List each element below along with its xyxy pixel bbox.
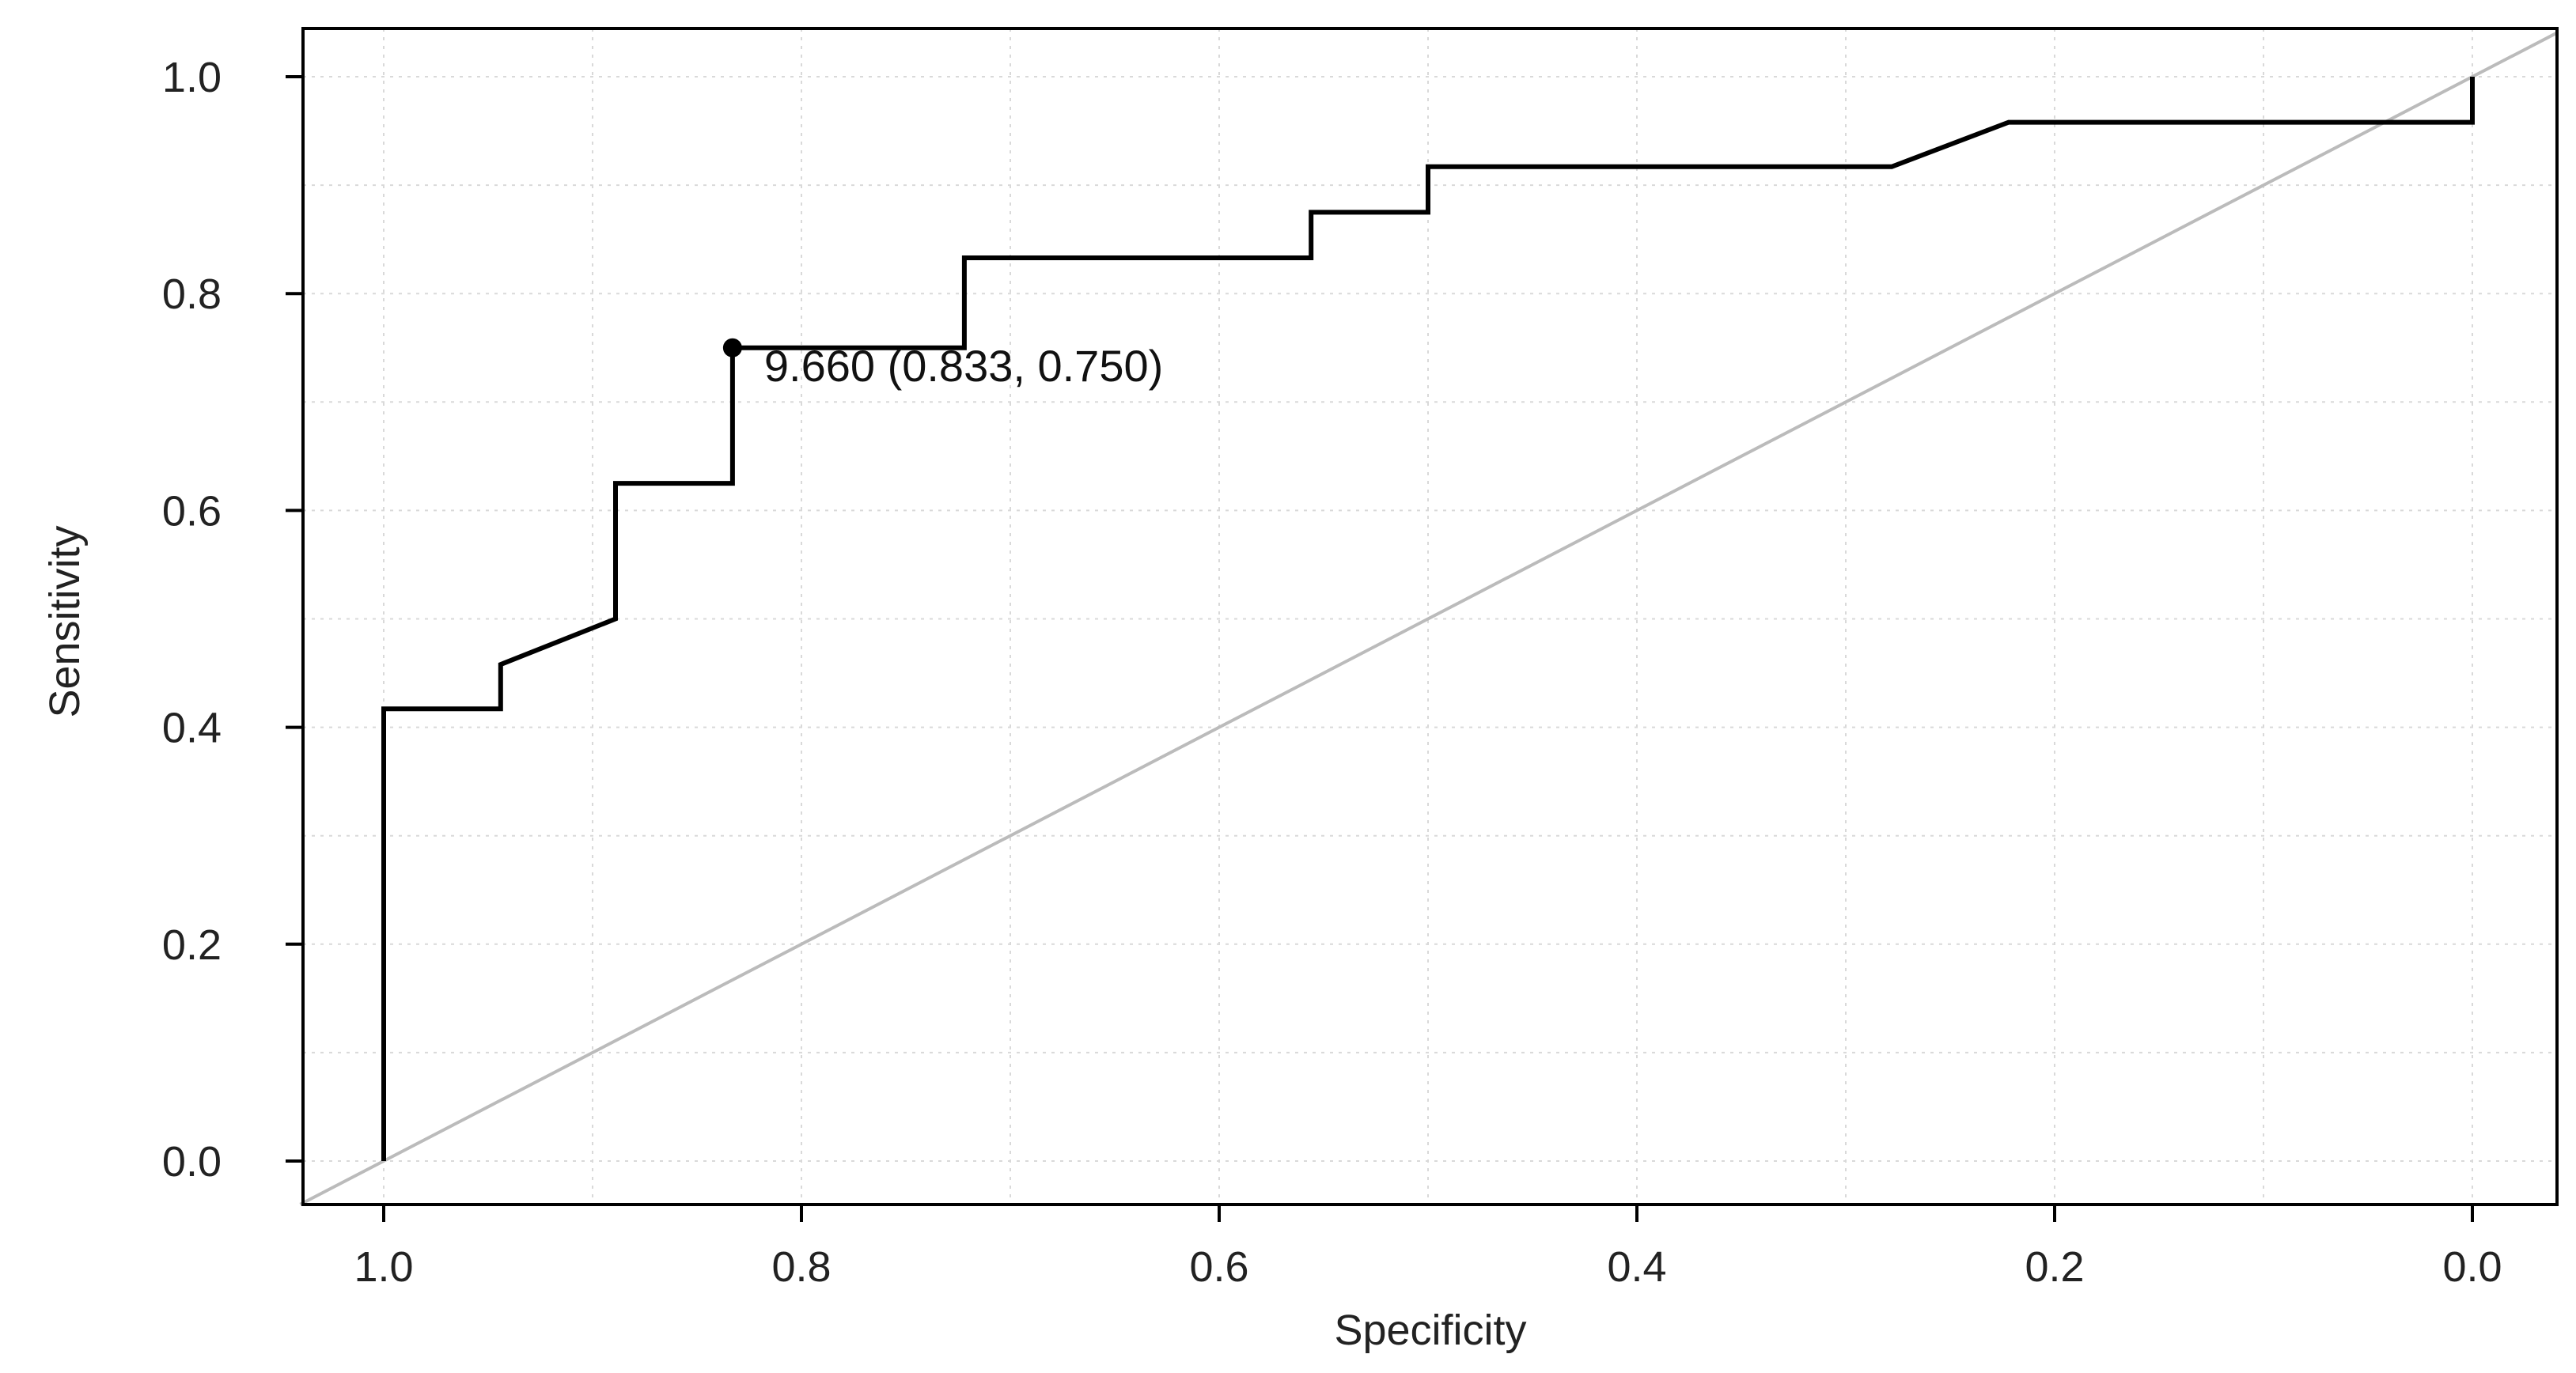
y-tick-label: 1.0	[162, 54, 222, 101]
y-tick-label: 0.0	[162, 1138, 222, 1186]
y-tick-label: 0.6	[162, 487, 222, 535]
threshold-point	[722, 338, 742, 357]
x-tick-label: 0.0	[2442, 1243, 2502, 1291]
roc-curve	[381, 77, 2475, 1161]
x-tick-label: 0.2	[2025, 1243, 2084, 1291]
y-axis-title: Sensitivity	[41, 525, 89, 717]
y-tick-label: 0.2	[162, 921, 222, 969]
x-axis: 1.0 0.8 0.6 0.4 0.2 0.0	[354, 1203, 2502, 1291]
y-tick-label: 0.8	[162, 270, 222, 318]
reference-diagonal	[299, 32, 2557, 1206]
x-tick-label: 0.6	[1189, 1243, 1248, 1291]
y-tick-label: 0.4	[162, 705, 222, 752]
x-tick-label: 0.4	[1607, 1243, 1666, 1291]
y-axis: 0.0 0.2 0.4 0.6 0.8 1.0	[162, 54, 305, 1186]
diagonal-line	[299, 32, 2557, 1206]
roc-step-line	[381, 77, 2475, 1161]
x-tick-label: 0.8	[771, 1243, 831, 1291]
grid	[303, 28, 2557, 1205]
x-axis-title: Specificity	[1334, 1307, 1526, 1354]
threshold-label: 9.660 (0.833, 0.750)	[764, 341, 1163, 391]
x-tick-label: 1.0	[354, 1243, 413, 1291]
annotations: 9.660 (0.833, 0.750)	[722, 338, 1163, 391]
